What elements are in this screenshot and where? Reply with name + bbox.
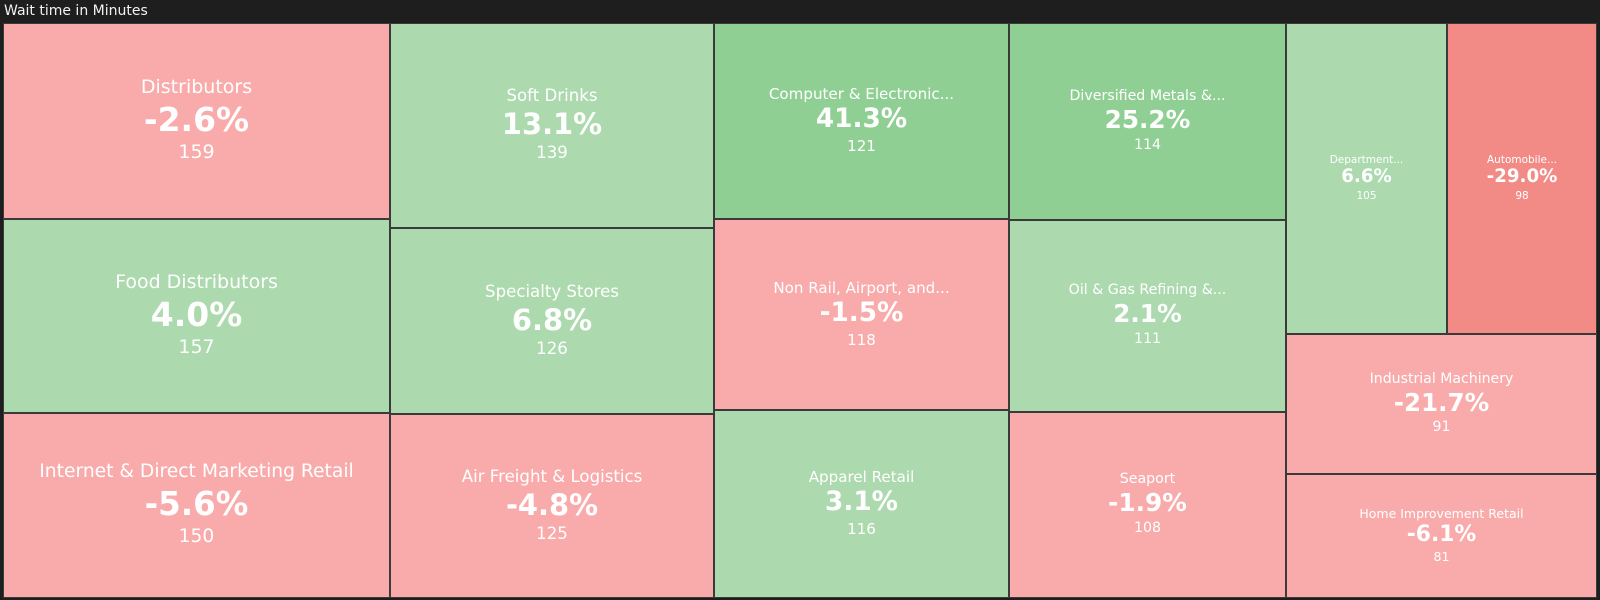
- tile-label: Home Improvement Retail: [1359, 506, 1524, 522]
- tile-home-improvement-retail[interactable]: Home Improvement Retail -6.1% 81: [1286, 474, 1597, 598]
- tile-change-percent: 41.3%: [815, 104, 908, 135]
- tile-label: Specialty Stores: [485, 281, 619, 301]
- tile-internet-and-direct-marketing-retail[interactable]: Internet & Direct Marketing Retail -5.6% 1…: [3, 413, 390, 598]
- tile-label: Internet & Direct Marketing Retail: [39, 461, 354, 483]
- tile-label: Diversified Metals &...: [1069, 87, 1226, 104]
- tile-label: Non Rail, Airport, and...: [773, 278, 950, 297]
- tile-value: 159: [178, 141, 215, 164]
- tile-value: 126: [536, 338, 568, 358]
- treemap-chart: Distributors -2.6% 159 Food Distributors 4.0…: [3, 23, 1597, 598]
- tile-value: 91: [1432, 419, 1451, 436]
- tile-value: 98: [1515, 190, 1529, 203]
- tile-change-percent: 6.8%: [511, 302, 593, 337]
- tile-value: 150: [178, 526, 215, 548]
- tile-label: Seaport: [1119, 471, 1176, 488]
- tile-change-percent: -29.0%: [1486, 166, 1558, 188]
- tile-label: Food Distributors: [115, 271, 278, 294]
- tile-change-percent: 4.0%: [150, 294, 243, 334]
- tile-air-freight-and-logistics[interactable]: Air Freight & Logistics -4.8% 125: [390, 414, 714, 598]
- tile-change-percent: -6.1%: [1406, 522, 1477, 548]
- tile-label: Apparel Retail: [808, 468, 915, 487]
- tile-value: 157: [178, 336, 215, 359]
- tile-change-percent: 2.1%: [1113, 299, 1182, 329]
- tile-label: Industrial Machinery: [1369, 370, 1514, 387]
- tile-change-percent: 25.2%: [1104, 104, 1191, 134]
- tile-computer-and-electronic[interactable]: Computer & Electronic... 41.3% 121: [714, 23, 1009, 219]
- tile-value: 81: [1433, 548, 1450, 564]
- tile-department[interactable]: Department... 6.6% 105: [1286, 23, 1447, 334]
- tile-change-percent: -1.9%: [1108, 488, 1187, 518]
- tile-diversified-metals-and[interactable]: Diversified Metals &... 25.2% 114: [1009, 23, 1286, 220]
- tile-value: 121: [847, 137, 876, 156]
- tile-change-percent: -1.5%: [819, 297, 904, 328]
- tile-label: Distributors: [140, 76, 253, 99]
- tile-seaport[interactable]: Seaport -1.9% 108: [1009, 412, 1286, 598]
- tile-distributors[interactable]: Distributors -2.6% 159: [3, 23, 390, 219]
- tile-label: Department...: [1329, 153, 1404, 166]
- tile-change-percent: 13.1%: [501, 107, 603, 142]
- tile-value: 108: [1133, 520, 1162, 537]
- tile-value: 105: [1356, 190, 1377, 203]
- tile-automobile[interactable]: Automobile... -29.0% 98: [1447, 23, 1597, 334]
- tile-value: 118: [847, 330, 876, 349]
- tile-label: Automobile...: [1486, 153, 1557, 166]
- tile-label: Soft Drinks: [506, 86, 598, 106]
- tile-soft-drinks[interactable]: Soft Drinks 13.1% 139: [390, 23, 714, 228]
- tile-label: Computer & Electronic...: [768, 85, 955, 104]
- tile-value: 125: [536, 523, 568, 543]
- tile-change-percent: -21.7%: [1393, 387, 1490, 417]
- tile-label: Oil & Gas Refining &...: [1068, 282, 1227, 299]
- tile-change-percent: 6.6%: [1341, 166, 1392, 188]
- tile-specialty-stores[interactable]: Specialty Stores 6.8% 126: [390, 228, 714, 414]
- tile-industrial-machinery[interactable]: Industrial Machinery -21.7% 91: [1286, 334, 1597, 474]
- tile-change-percent: 3.1%: [825, 487, 898, 518]
- tile-label: Air Freight & Logistics: [461, 466, 643, 486]
- tile-value: 116: [847, 520, 876, 539]
- tile-non-rail-airport-and[interactable]: Non Rail, Airport, and... -1.5% 118: [714, 219, 1009, 410]
- tile-change-percent: -2.6%: [143, 99, 250, 139]
- tile-oil-and-gas-refining-and[interactable]: Oil & Gas Refining &... 2.1% 111: [1009, 220, 1286, 412]
- tile-change-percent: -4.8%: [505, 487, 599, 522]
- tile-value: 139: [536, 143, 568, 163]
- tile-food-distributors[interactable]: Food Distributors 4.0% 157: [3, 219, 390, 413]
- tile-value: 114: [1133, 136, 1162, 153]
- tile-value: 111: [1133, 331, 1162, 348]
- tile-apparel-retail[interactable]: Apparel Retail 3.1% 116: [714, 410, 1009, 598]
- panel-title: Wait time in Minutes: [4, 3, 148, 19]
- tile-change-percent: -5.6%: [144, 484, 249, 523]
